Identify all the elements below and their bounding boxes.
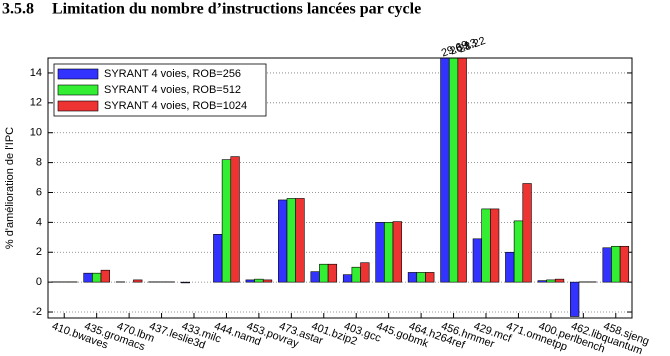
y-tick-label: 14 [30, 67, 42, 79]
bar [619, 245, 630, 283]
bar [425, 272, 435, 283]
bar [100, 269, 110, 283]
bar [505, 251, 515, 283]
plot-frame [47, 57, 633, 319]
legend-label: SYRANT 4 voies, ROB=1024 [104, 100, 247, 112]
bar [319, 263, 329, 283]
bar [513, 220, 524, 283]
bar [472, 238, 482, 283]
legend-label: SYRANT 4 voies, ROB=512 [104, 84, 241, 96]
y-axis-label: % d'amélioration de l'IPC [4, 127, 16, 249]
y-tick-label: -2 [32, 306, 42, 318]
bars [50, 58, 630, 317]
bar [360, 262, 370, 283]
legend-swatch [57, 68, 99, 80]
bar [457, 58, 467, 283]
bar [384, 222, 394, 283]
bar [295, 198, 305, 283]
bar [230, 156, 240, 283]
bar [262, 279, 273, 283]
bar [407, 272, 418, 283]
section-title: Limitation du nombre d’instructions lanc… [52, 1, 421, 18]
bar [254, 278, 264, 283]
bar [221, 159, 232, 283]
bar [351, 266, 361, 283]
bar [133, 279, 143, 283]
y-tick-label: 10 [30, 127, 42, 139]
bar [310, 271, 320, 283]
bar [416, 272, 426, 283]
bar [490, 208, 500, 283]
bar [522, 183, 532, 283]
bar [440, 58, 450, 283]
bar [180, 281, 190, 284]
bar [342, 274, 353, 283]
bar [611, 245, 621, 283]
bar [92, 272, 102, 283]
bar [392, 221, 402, 283]
y-tick-label: 0 [36, 276, 42, 288]
bar [213, 234, 223, 283]
bar [537, 280, 547, 283]
value-label: 28.22 [457, 35, 487, 56]
legend-label: SYRANT 4 voies, ROB=256 [104, 68, 241, 80]
section-number: 3.5.8 [2, 1, 34, 18]
bar [570, 281, 580, 317]
legend-swatch [57, 100, 99, 112]
y-tick-label: 4 [36, 216, 42, 228]
y-tick-label: 6 [36, 186, 42, 198]
legend-swatch [57, 84, 99, 96]
y-tick-label: 12 [30, 97, 42, 109]
bar [546, 279, 556, 283]
bar [481, 208, 491, 283]
bar [602, 247, 612, 283]
y-tick-label: 2 [36, 246, 42, 258]
y-tick-label: 8 [36, 157, 42, 169]
bar [554, 278, 565, 283]
bar [286, 198, 296, 283]
bar [375, 222, 385, 283]
bar [245, 279, 255, 283]
bar [278, 199, 288, 283]
bar [327, 263, 338, 283]
bar [83, 272, 93, 283]
